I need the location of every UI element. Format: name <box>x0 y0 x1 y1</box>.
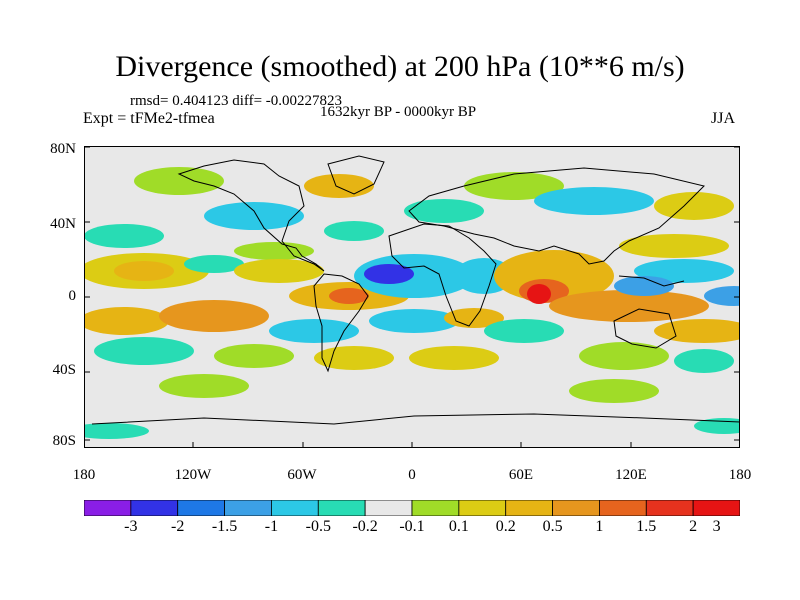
colorbar-swatch <box>224 500 272 516</box>
anomaly-positive <box>159 374 249 398</box>
anomaly-negative <box>324 221 384 241</box>
anomaly-negative <box>84 423 149 439</box>
season-label: JJA <box>711 110 736 127</box>
colorbar-label: 3 <box>712 518 721 535</box>
colorbar-label: 0.1 <box>448 518 469 535</box>
colorbar <box>84 500 740 516</box>
africa-coast <box>388 223 497 327</box>
anomaly-positive <box>329 288 369 304</box>
anomaly-positive <box>464 172 564 200</box>
colorbar-swatch <box>599 500 647 516</box>
anomaly-positive <box>549 290 709 322</box>
colorbar-swatch <box>552 500 600 516</box>
anomaly-negative <box>484 319 564 343</box>
colorbar-label: 0.2 <box>495 518 516 535</box>
anomaly-positive <box>234 259 324 283</box>
colorbar-label: 0.5 <box>542 518 563 535</box>
anomaly-negative <box>204 202 304 230</box>
anomaly-positive <box>304 174 374 198</box>
colorbar-swatch <box>692 500 740 516</box>
colorbar-swatch <box>505 500 553 516</box>
australia-coast <box>613 308 677 349</box>
y-tick-label: 40S <box>52 362 76 378</box>
colorbar-swatch <box>458 500 507 516</box>
anomaly-positive <box>234 242 314 260</box>
anomaly-positive <box>159 300 269 332</box>
colorbar-label: -0.1 <box>399 518 425 535</box>
x-tick-label: 60W <box>287 467 317 483</box>
colorbar-label: -1.5 <box>211 518 238 535</box>
anomaly-positive <box>409 346 499 370</box>
x-tick-label: 180 <box>72 467 96 483</box>
x-tick-label: 0 <box>408 467 416 483</box>
anomaly-negative <box>184 255 244 273</box>
x-tick-label: 60E <box>508 467 534 483</box>
anomaly-negative <box>534 187 654 215</box>
experiment-label: Expt = tFMe2-tfmea <box>83 110 215 127</box>
y-tick-label: 0 <box>68 288 77 304</box>
colorbar-swatch <box>364 500 413 516</box>
anomaly-positive <box>579 342 669 370</box>
anomaly-negative <box>94 337 194 365</box>
anomaly-positive <box>114 261 174 281</box>
colorbar-label: -2 <box>171 518 185 535</box>
colorbar-label: 1 <box>595 518 604 535</box>
y-tick-label: 40N <box>50 216 76 232</box>
colorbar-swatch <box>130 500 179 516</box>
colorbar-label: -3 <box>124 518 138 535</box>
x-tick-label: 120E <box>615 467 647 483</box>
axis-ticks <box>84 146 740 448</box>
anomaly-negative <box>269 319 359 343</box>
y-tick-label: 80N <box>50 141 76 157</box>
anomaly-negative <box>369 309 459 333</box>
period-label: 1632kyr BP - 0000kyr BP <box>320 104 477 120</box>
colorbar-swatch <box>177 500 225 516</box>
colorbar-swatch <box>411 500 460 516</box>
anomaly-positive <box>619 234 729 258</box>
anomaly-negative <box>84 224 164 248</box>
x-tick-label: 120W <box>174 467 212 483</box>
anomaly-negative <box>364 264 414 284</box>
colorbar-label: -1 <box>264 518 279 535</box>
colorbar-label: 1.5 <box>636 518 657 535</box>
anomaly-positive <box>134 167 224 195</box>
stats-text: rmsd= 0.404123 diff= -0.00227823 <box>130 93 343 109</box>
anomaly-positive <box>84 307 169 335</box>
colorbar-swatch <box>271 500 319 516</box>
divergence-map <box>84 146 740 448</box>
antarctica-coast <box>91 413 740 425</box>
anomaly-positive <box>214 344 294 368</box>
indonesia-coast <box>618 275 685 287</box>
colorbar-swatch <box>645 500 694 516</box>
anomaly-positive <box>654 319 740 343</box>
eurasia-coast <box>408 167 705 265</box>
colorbar-swatch <box>84 500 132 516</box>
anomaly-positive <box>569 379 659 403</box>
anomaly-negative <box>674 349 734 373</box>
map-title: Divergence (smoothed) at 200 hPa (10**6 … <box>115 50 685 83</box>
x-tick-label: 180 <box>728 467 752 483</box>
anomaly-negative <box>634 259 734 283</box>
colorbar-label: -0.2 <box>352 518 378 535</box>
coastlines <box>91 155 740 425</box>
colorbar-label: -0.5 <box>305 518 331 535</box>
greenland-coast <box>327 155 385 195</box>
anomaly-fields <box>84 167 740 439</box>
anomaly-positive <box>444 308 504 328</box>
north-america-coast <box>177 159 325 272</box>
y-tick-label: 80S <box>52 433 76 449</box>
anomaly-negative <box>614 276 674 296</box>
anomaly-positive <box>527 284 551 304</box>
anomaly-negative <box>704 286 740 306</box>
anomaly-negative <box>404 199 484 223</box>
colorbar-label: 2 <box>689 518 698 535</box>
anomaly-positive <box>654 192 734 220</box>
south-america-coast <box>313 273 369 373</box>
colorbar-swatch <box>317 500 366 516</box>
